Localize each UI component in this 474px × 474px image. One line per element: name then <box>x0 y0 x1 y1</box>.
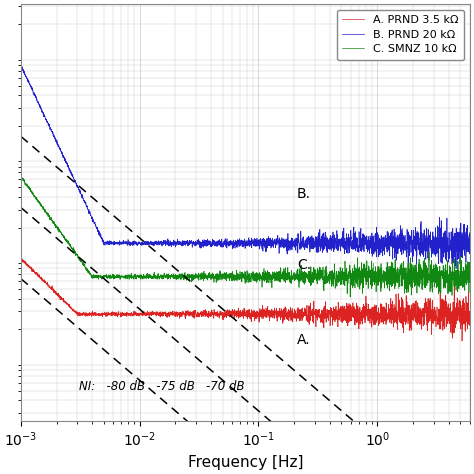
Line: A. PRND 3.5 kΩ: A. PRND 3.5 kΩ <box>21 257 470 341</box>
B. PRND 20 kΩ <box>453 266 459 272</box>
B. PRND 20 kΩ <box>467 251 473 256</box>
C. SMNZ 10 kΩ <box>458 275 464 281</box>
C. SMNZ 10 kΩ <box>96 274 101 280</box>
A. PRND 3.5 kΩ <box>459 338 465 344</box>
C. SMNZ 10 kΩ <box>347 294 353 300</box>
B. PRND 20 kΩ <box>190 238 196 244</box>
Text: C.: C. <box>297 258 311 272</box>
Text: NI:   -80 dB   -75 dB   -70 dB: NI: -80 dB -75 dB -70 dB <box>79 380 245 392</box>
A. PRND 3.5 kΩ <box>69 307 75 312</box>
B. PRND 20 kΩ <box>69 171 75 177</box>
B. PRND 20 kΩ <box>96 232 101 237</box>
C. SMNZ 10 kΩ <box>210 271 216 277</box>
C. SMNZ 10 kΩ <box>410 262 416 268</box>
A. PRND 3.5 kΩ <box>410 308 416 314</box>
A. PRND 3.5 kΩ <box>467 313 473 319</box>
A. PRND 3.5 kΩ <box>96 311 101 317</box>
X-axis label: Frequency [Hz]: Frequency [Hz] <box>188 455 303 470</box>
C. SMNZ 10 kΩ <box>69 246 75 252</box>
Text: B.: B. <box>297 187 311 201</box>
B. PRND 20 kΩ <box>18 64 24 70</box>
Legend: A. PRND 3.5 kΩ, B. PRND 20 kΩ, C. SMNZ 10 kΩ: A. PRND 3.5 kΩ, B. PRND 20 kΩ, C. SMNZ 1… <box>337 10 464 60</box>
C. SMNZ 10 kΩ <box>18 175 24 181</box>
C. SMNZ 10 kΩ <box>19 174 25 180</box>
A. PRND 3.5 kΩ <box>18 255 24 261</box>
B. PRND 20 kΩ <box>410 237 416 243</box>
B. PRND 20 kΩ <box>18 62 24 67</box>
C. SMNZ 10 kΩ <box>190 273 196 278</box>
A. PRND 3.5 kΩ <box>458 316 464 321</box>
Text: A.: A. <box>297 333 310 347</box>
A. PRND 3.5 kΩ <box>18 255 24 260</box>
B. PRND 20 kΩ <box>458 240 464 246</box>
Line: C. SMNZ 10 kΩ: C. SMNZ 10 kΩ <box>21 177 470 297</box>
Line: B. PRND 20 kΩ: B. PRND 20 kΩ <box>21 64 470 269</box>
A. PRND 3.5 kΩ <box>190 315 196 320</box>
A. PRND 3.5 kΩ <box>210 312 216 318</box>
B. PRND 20 kΩ <box>210 243 216 249</box>
C. SMNZ 10 kΩ <box>467 266 473 272</box>
